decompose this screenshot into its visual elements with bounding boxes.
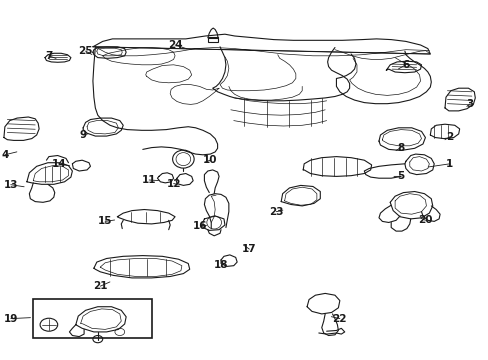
Text: 20: 20 xyxy=(417,215,432,225)
Text: 8: 8 xyxy=(397,143,404,153)
Text: 16: 16 xyxy=(193,221,207,231)
Text: 21: 21 xyxy=(93,281,107,291)
Text: 22: 22 xyxy=(332,314,346,324)
Bar xyxy=(208,37,218,42)
Text: 10: 10 xyxy=(203,155,217,165)
Text: 6: 6 xyxy=(402,60,408,70)
Text: 1: 1 xyxy=(446,159,452,169)
Text: 4: 4 xyxy=(1,150,9,160)
Text: 17: 17 xyxy=(242,244,256,254)
Text: 9: 9 xyxy=(80,130,86,140)
Text: 11: 11 xyxy=(142,175,156,185)
Text: 2: 2 xyxy=(446,132,452,142)
Text: 7: 7 xyxy=(45,51,53,61)
Text: 23: 23 xyxy=(268,207,283,217)
Text: 18: 18 xyxy=(214,260,228,270)
Text: 5: 5 xyxy=(397,171,404,181)
Text: 3: 3 xyxy=(465,99,472,109)
Text: 12: 12 xyxy=(166,179,181,189)
Bar xyxy=(33,299,151,338)
Text: 15: 15 xyxy=(98,216,112,226)
Text: 13: 13 xyxy=(3,180,18,190)
Text: 24: 24 xyxy=(167,40,182,50)
Text: 19: 19 xyxy=(3,314,18,324)
Text: 25: 25 xyxy=(78,46,93,56)
Text: 14: 14 xyxy=(51,159,66,169)
